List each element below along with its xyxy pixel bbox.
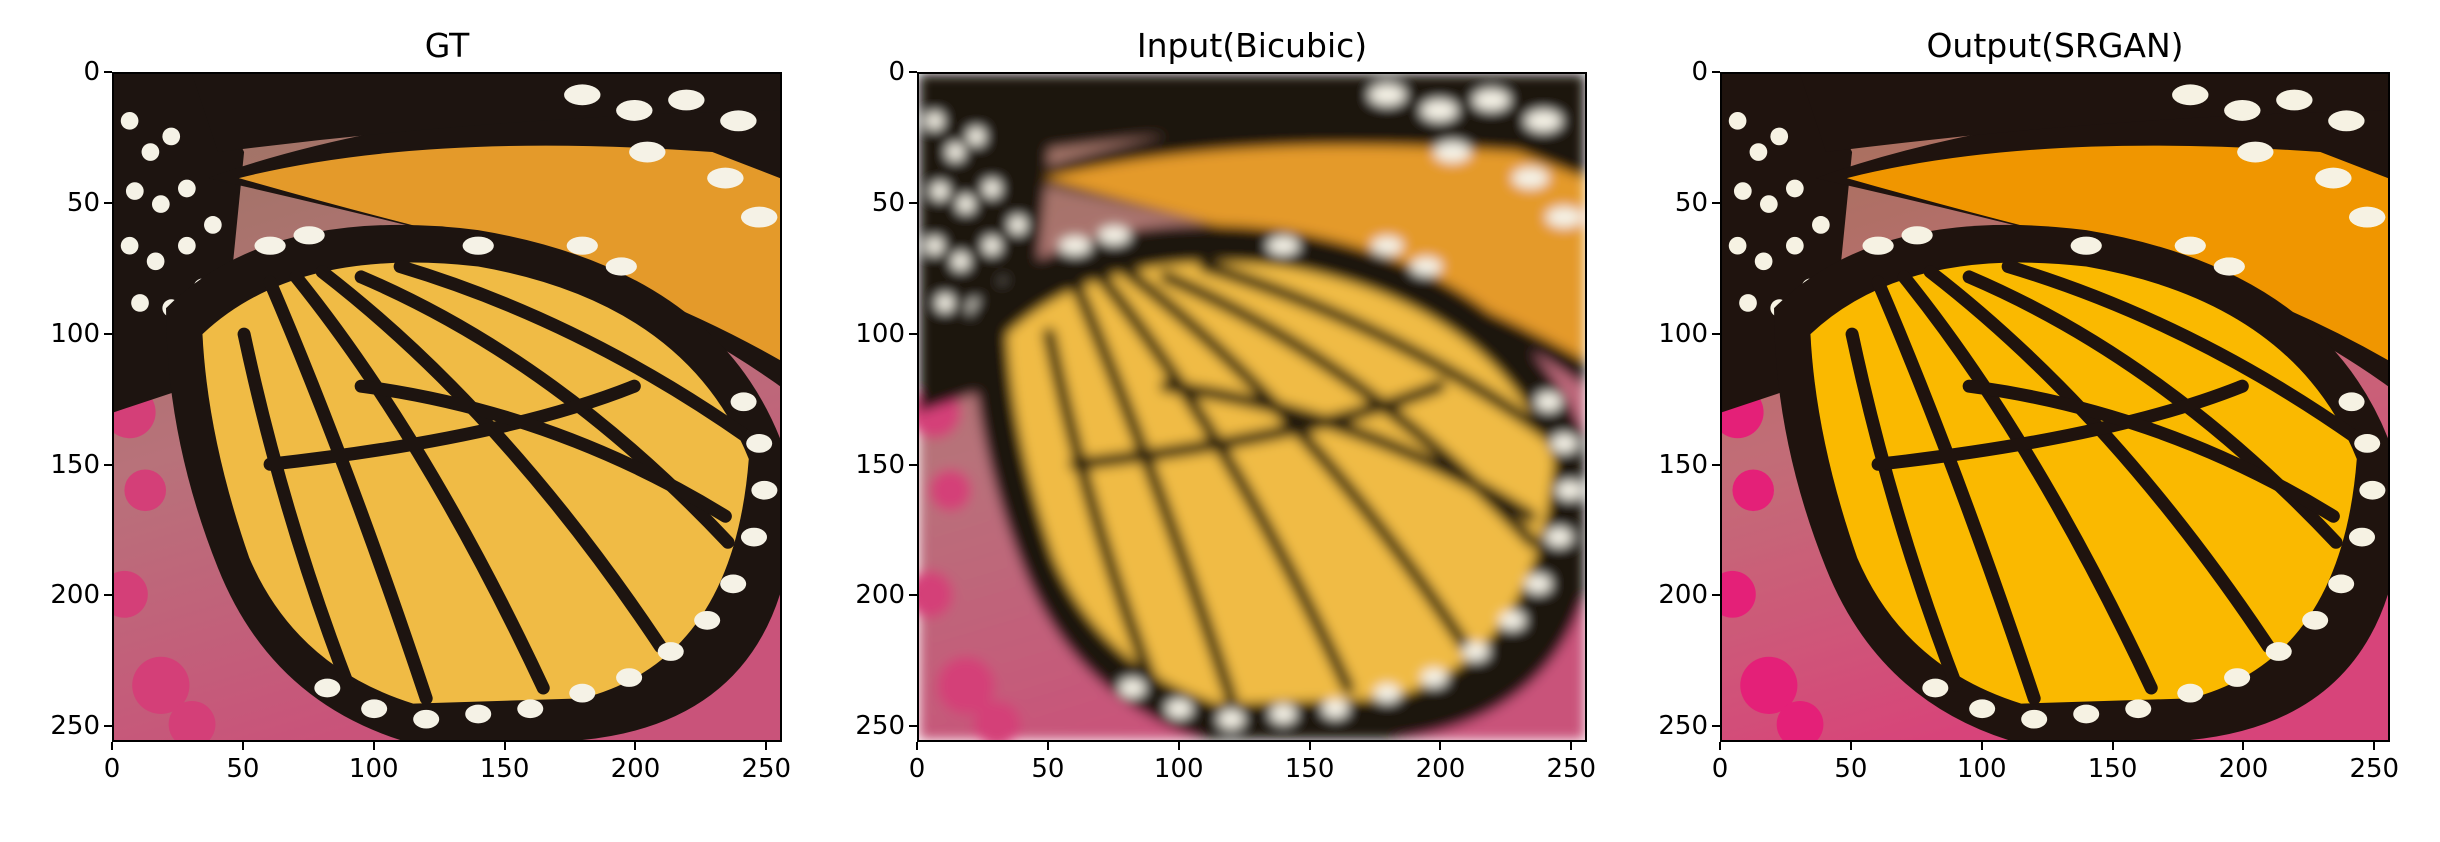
y-tick-label: 150	[1658, 449, 1708, 480]
y-tick-label: 150	[855, 449, 905, 480]
x-tick-label: 250	[1546, 754, 1597, 784]
x-tick	[1439, 742, 1442, 750]
x-tick	[765, 742, 768, 750]
y-tick	[909, 332, 917, 335]
y-tick-label: 0	[888, 57, 905, 87]
x-tick	[2111, 742, 2114, 750]
y-tick-label: 200	[50, 580, 100, 611]
y-tick-label: 100	[1658, 318, 1708, 349]
y-tick-label: 50	[1674, 187, 1708, 218]
x-tick-label: 150	[2087, 754, 2138, 784]
x-tick-label: 100	[348, 754, 399, 784]
y-tick	[104, 71, 112, 73]
y-tick-label: 0	[83, 57, 100, 87]
y-tick	[909, 71, 917, 73]
y-tick	[104, 725, 112, 728]
x-tick-label: 50	[226, 754, 260, 784]
y-tick-label: 250	[855, 711, 905, 742]
x-tick-label: 150	[479, 754, 530, 784]
x-tick	[372, 742, 375, 750]
x-tick-label: 0	[908, 754, 926, 784]
y-tick	[104, 594, 112, 597]
y-tick-label: 150	[50, 449, 100, 480]
x-tick	[2373, 742, 2376, 750]
x-tick	[1570, 742, 1573, 750]
x-tick-label: 250	[2349, 754, 2400, 784]
x-tick-label: 50	[1031, 754, 1065, 784]
y-tick	[909, 594, 917, 597]
y-tick-label: 100	[855, 318, 905, 349]
x-tick-label: 200	[610, 754, 661, 784]
y-tick-label: 200	[855, 580, 905, 611]
x-tick	[503, 742, 506, 750]
y-tick-label: 250	[50, 711, 100, 742]
x-tick-label: 150	[1284, 754, 1335, 784]
x-tick-label: 0	[103, 754, 121, 784]
y-tick-label: 100	[50, 318, 100, 349]
y-tick	[104, 201, 112, 204]
x-tick-label: 0	[1711, 754, 1729, 784]
x-tick	[1719, 742, 1721, 750]
panel-title: Output(SRGAN)	[1926, 26, 2184, 65]
y-tick	[1712, 332, 1720, 335]
x-tick	[241, 742, 244, 750]
x-tick-label: 100	[1956, 754, 2007, 784]
y-tick	[1712, 201, 1720, 204]
x-tick-label: 200	[2218, 754, 2269, 784]
y-tick-label: 0	[1691, 57, 1708, 87]
y-tick-label: 200	[1658, 580, 1708, 611]
y-tick-label: 250	[1658, 711, 1708, 742]
panel-title: GT	[424, 26, 470, 65]
y-tick-label: 50	[871, 187, 905, 218]
y-tick	[104, 332, 112, 335]
x-tick-label: 250	[741, 754, 792, 784]
x-tick	[1046, 742, 1049, 750]
y-tick	[1712, 594, 1720, 597]
x-tick	[1849, 742, 1852, 750]
y-tick	[909, 725, 917, 728]
butterfly-image	[112, 72, 782, 742]
y-tick	[909, 463, 917, 466]
x-tick	[1177, 742, 1180, 750]
y-tick	[1712, 463, 1720, 466]
butterfly-image	[917, 72, 1587, 742]
y-tick	[104, 463, 112, 466]
y-tick	[1712, 71, 1720, 73]
panel-title: Input(Bicubic)	[1136, 26, 1368, 65]
y-tick-label: 50	[66, 187, 100, 218]
x-tick-label: 200	[1415, 754, 1466, 784]
x-tick	[2242, 742, 2245, 750]
x-tick	[1308, 742, 1311, 750]
x-tick-label: 50	[1834, 754, 1868, 784]
x-tick	[1980, 742, 1983, 750]
y-tick	[909, 201, 917, 204]
x-tick	[916, 742, 918, 750]
butterfly-image	[1720, 72, 2390, 742]
x-tick	[634, 742, 637, 750]
x-tick-label: 100	[1153, 754, 1204, 784]
y-tick	[1712, 725, 1720, 728]
x-tick	[111, 742, 113, 750]
